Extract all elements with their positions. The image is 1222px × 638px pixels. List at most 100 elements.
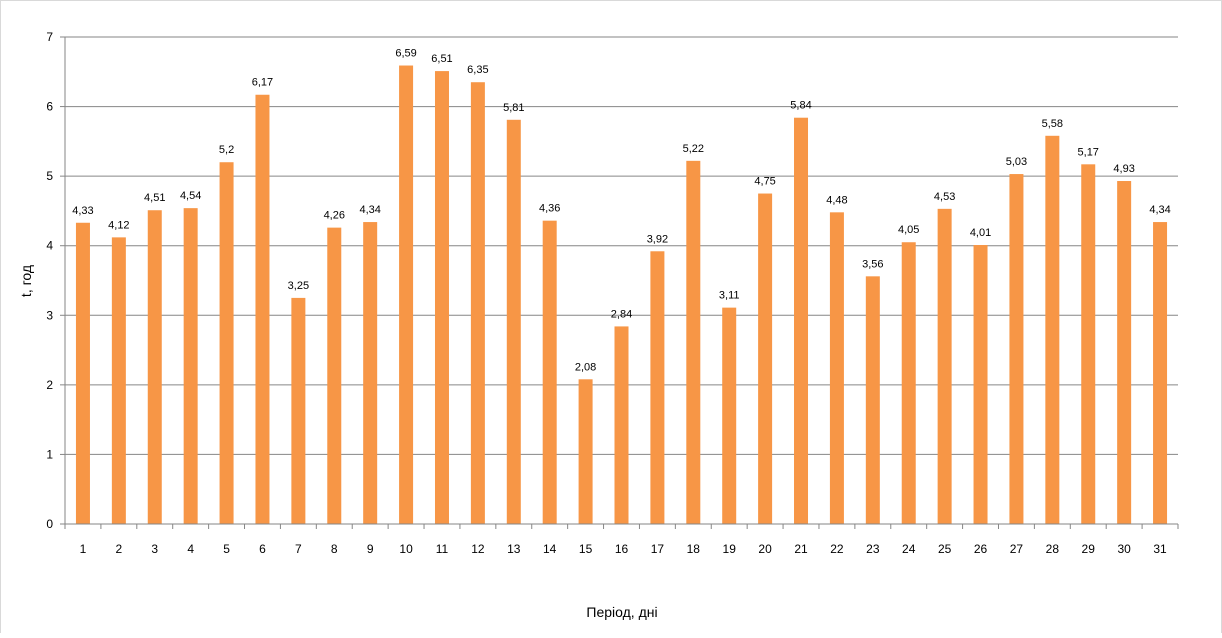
x-tick-label: 31 [1153, 542, 1167, 556]
data-label: 4,12 [108, 219, 129, 231]
bar [75, 222, 90, 524]
x-tick-label: 22 [830, 542, 844, 556]
x-tick-label: 11 [436, 542, 449, 556]
x-tick-label: 24 [902, 542, 916, 556]
x-tick-label: 20 [758, 542, 772, 556]
bar [291, 297, 306, 524]
data-label: 4,36 [539, 203, 560, 215]
data-label: 2,08 [575, 361, 596, 373]
x-tick-label: 10 [399, 542, 413, 556]
x-tick-label: 14 [543, 542, 557, 556]
data-label: 3,56 [862, 258, 883, 270]
data-label: 3,92 [647, 233, 668, 245]
bar [722, 307, 737, 524]
bar [327, 227, 342, 524]
bars [75, 65, 1168, 525]
bar [1153, 222, 1168, 524]
bar [758, 193, 773, 525]
x-tick-label: 7 [295, 542, 302, 556]
data-label: 6,51 [431, 53, 452, 65]
x-tick-label: 25 [938, 542, 952, 556]
y-tick-label: 7 [46, 30, 53, 44]
bar [614, 326, 629, 524]
x-tick-label: 6 [259, 542, 266, 556]
bar [578, 379, 593, 524]
data-label: 5,58 [1042, 118, 1063, 130]
bar [829, 212, 844, 524]
x-tick-label: 30 [1117, 542, 1131, 556]
x-tick-label: 3 [151, 542, 158, 556]
y-tick-label: 5 [46, 169, 53, 183]
data-label: 4,05 [898, 224, 919, 236]
data-label: 6,17 [252, 77, 273, 89]
data-label: 4,75 [754, 176, 775, 188]
data-label: 4,33 [72, 205, 93, 217]
x-tick-label: 16 [615, 542, 629, 556]
data-label: 5,84 [790, 100, 811, 112]
bar [255, 94, 270, 524]
bar [470, 82, 485, 524]
y-tick-labels: 0 1 2 3 4 5 6 7 [46, 30, 53, 531]
bar [399, 65, 414, 524]
bar [506, 119, 521, 524]
bar [1045, 135, 1060, 524]
x-tick-label: 26 [974, 542, 988, 556]
bar [937, 208, 952, 524]
x-tick-label: 21 [794, 542, 808, 556]
y-tick-label: 3 [46, 308, 53, 322]
data-label: 3,11 [719, 290, 740, 302]
x-axis-title: Період, дні [586, 604, 657, 620]
x-tick-label: 13 [507, 542, 521, 556]
data-labels: 4,33 4,12 4,51 4,54 5,2 6,17 3,25 4,26 4,34 6,59 6… [72, 48, 1171, 374]
data-label: 5,81 [503, 102, 524, 114]
data-label: 5,17 [1078, 146, 1099, 158]
data-label: 4,48 [826, 194, 847, 206]
bar [973, 245, 988, 525]
x-tick-label: 29 [1082, 542, 1096, 556]
y-axis-title: t, год [18, 265, 34, 297]
data-label: 4,54 [180, 190, 201, 202]
x-tick-label: 27 [1010, 542, 1024, 556]
data-label: 5,03 [1006, 156, 1027, 168]
data-label: 5,22 [683, 143, 704, 155]
bar [434, 71, 449, 524]
y-tick-label: 2 [46, 378, 53, 392]
x-tick-label: 1 [80, 542, 87, 556]
data-label: 6,35 [467, 64, 488, 76]
bar [542, 220, 557, 524]
x-tick-label: 2 [116, 542, 123, 556]
bar [111, 237, 126, 524]
bar [686, 160, 701, 524]
bar [1117, 181, 1132, 524]
x-tick-label: 17 [651, 542, 665, 556]
y-tick-label: 1 [46, 447, 53, 461]
bar [650, 251, 665, 524]
bar [901, 242, 916, 524]
x-tick-label: 9 [367, 542, 374, 556]
x-tick-label: 8 [331, 542, 338, 556]
bar [1009, 174, 1024, 524]
bar [219, 162, 234, 524]
data-label: 4,26 [324, 210, 345, 222]
bar [183, 208, 198, 524]
x-tick-label: 18 [687, 542, 701, 556]
data-label: 4,51 [144, 192, 165, 204]
data-label: 3,25 [288, 280, 309, 292]
y-tick-label: 6 [46, 100, 53, 114]
x-tick-label: 5 [223, 542, 230, 556]
x-tick-label: 15 [579, 542, 593, 556]
x-tick-labels: 1 2 3 4 5 6 7 8 9 10 11 12 13 14 15 16 17 18 19 20 21 22 23 24 2… [80, 542, 1167, 556]
x-tick-label: 4 [187, 542, 194, 556]
data-label: 6,59 [395, 48, 416, 60]
data-label: 5,2 [219, 144, 234, 156]
x-tick-label: 23 [866, 542, 880, 556]
bar [1081, 164, 1096, 524]
data-label: 4,34 [359, 204, 380, 216]
data-label: 4,93 [1113, 163, 1134, 175]
x-tick-label: 12 [471, 542, 485, 556]
data-label: 4,01 [970, 227, 991, 239]
x-tick-label: 19 [723, 542, 737, 556]
y-tick-label: 0 [46, 517, 53, 531]
